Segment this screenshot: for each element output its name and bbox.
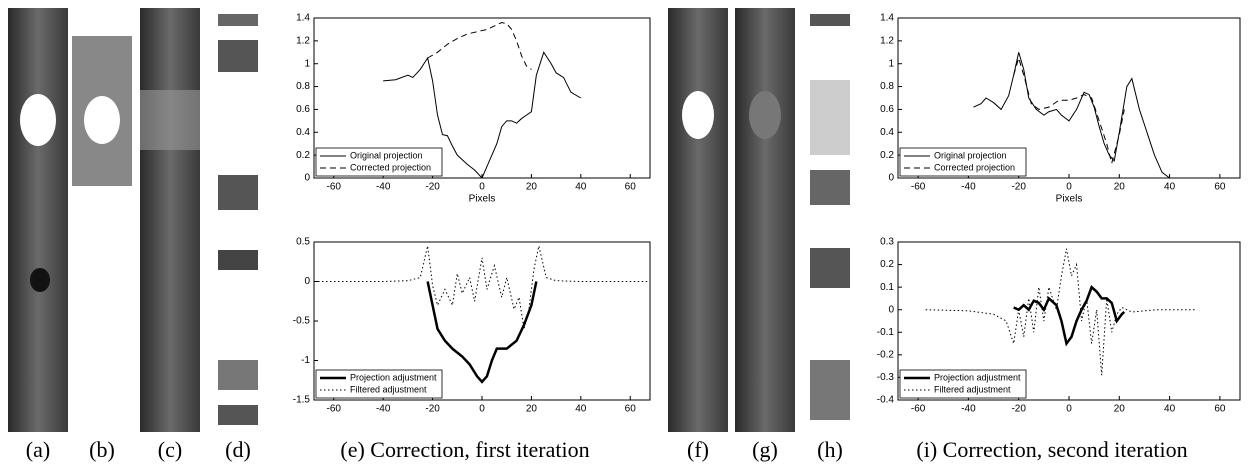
- legend-label: Original projection: [934, 150, 1007, 160]
- y-tick-label: 0.5: [296, 237, 310, 248]
- y-tick-label: 0: [888, 173, 894, 184]
- image-a: [8, 8, 68, 432]
- caption: (f): [687, 437, 709, 462]
- legend-label: Filtered adjustment: [350, 384, 427, 394]
- caption: (d): [225, 437, 251, 462]
- legend-label: Projection adjustment: [350, 372, 437, 382]
- y-tick-label: 0.8: [296, 81, 310, 92]
- x-tick-label: -40: [376, 182, 391, 193]
- x-tick-label: -60: [911, 404, 926, 415]
- caption: (b): [89, 437, 115, 462]
- y-tick-label: 0.8: [880, 81, 894, 92]
- y-tick-label: 1.4: [880, 13, 894, 24]
- legend-box: [315, 369, 443, 399]
- x-tick-label: 60: [1214, 404, 1226, 415]
- legend-label: Projection adjustment: [934, 372, 1021, 382]
- series-line: [426, 281, 538, 384]
- y-tick-label: -1: [301, 355, 310, 366]
- x-tick-label: 60: [625, 404, 637, 415]
- x-tick-label: -40: [961, 182, 976, 193]
- x-axis-label: Pixels: [1056, 194, 1083, 205]
- x-tick-label: 0: [479, 182, 485, 193]
- y-tick-label: 0.2: [880, 259, 894, 270]
- x-tick-label: -40: [961, 404, 976, 415]
- y-tick-label: 0.3: [880, 237, 894, 248]
- y-tick-label: 1.2: [880, 35, 894, 46]
- x-tick-label: -60: [911, 182, 926, 193]
- y-tick-label: -0.1: [877, 327, 895, 338]
- x-tick-label: -20: [425, 182, 440, 193]
- y-tick-label: 0.2: [296, 150, 310, 161]
- x-tick-label: 20: [1114, 182, 1126, 193]
- legend-label: Filtered adjustment: [934, 384, 1011, 394]
- x-tick-label: 40: [1164, 182, 1176, 193]
- y-tick-label: 1.4: [296, 13, 310, 24]
- x-tick-label: 40: [575, 404, 587, 415]
- y-tick-label: 0.4: [880, 127, 894, 138]
- y-tick-label: 1: [304, 58, 310, 69]
- series-line: [925, 248, 1195, 376]
- y-tick-label: -0.3: [877, 372, 895, 383]
- x-tick-label: 60: [1214, 182, 1226, 193]
- caption: (h): [817, 437, 843, 462]
- x-tick-label: 20: [526, 404, 538, 415]
- caption: (e) Correction, first iteration: [340, 437, 589, 462]
- x-tick-label: 20: [526, 182, 538, 193]
- y-tick-label: -0.4: [877, 395, 895, 406]
- image-c: [140, 8, 200, 432]
- y-tick-label: -1.5: [293, 395, 311, 406]
- x-tick-label: -20: [1011, 404, 1026, 415]
- y-tick-label: 0.2: [880, 150, 894, 161]
- legend-box: [899, 147, 1027, 177]
- image-h: [810, 14, 850, 420]
- legend-box: [899, 369, 1027, 399]
- legend-label: Corrected projection: [934, 162, 1015, 172]
- x-tick-label: 60: [625, 182, 637, 193]
- caption: (i) Correction, second iteration: [916, 437, 1187, 462]
- series-line: [314, 245, 650, 330]
- x-axis-label: Pixels: [469, 194, 496, 205]
- legend-box: [315, 147, 443, 177]
- x-tick-label: -20: [425, 404, 440, 415]
- image-b: [72, 36, 132, 186]
- image-g: [735, 8, 795, 432]
- x-tick-label: 0: [1066, 404, 1072, 415]
- x-tick-label: 20: [1114, 404, 1126, 415]
- image-d: [218, 14, 258, 425]
- y-tick-label: 0.6: [296, 104, 310, 115]
- x-tick-label: 40: [1164, 404, 1176, 415]
- series-line: [1013, 56, 1125, 166]
- y-tick-label: -0.2: [877, 349, 895, 360]
- legend-label: Corrected projection: [350, 162, 431, 172]
- x-tick-label: 40: [575, 182, 587, 193]
- y-tick-label: 1.2: [296, 35, 310, 46]
- series-line: [973, 52, 1170, 179]
- x-tick-label: -40: [376, 404, 391, 415]
- y-tick-label: -0.5: [293, 316, 311, 327]
- image-f: [668, 8, 728, 432]
- x-tick-label: 0: [1066, 182, 1072, 193]
- x-tick-label: -60: [327, 182, 342, 193]
- y-tick-label: 0: [304, 276, 310, 287]
- y-tick-label: 0.1: [880, 282, 894, 293]
- caption: (a): [26, 437, 50, 462]
- y-tick-label: 0: [304, 173, 310, 184]
- y-tick-label: 1: [888, 58, 894, 69]
- y-tick-label: 0.6: [880, 104, 894, 115]
- series-line: [427, 22, 532, 70]
- series-line: [383, 51, 582, 179]
- y-tick-label: 0.4: [296, 127, 310, 138]
- legend-label: Original projection: [350, 150, 423, 160]
- caption: (c): [158, 437, 182, 462]
- x-tick-label: -60: [327, 404, 342, 415]
- x-tick-label: -20: [1011, 182, 1026, 193]
- caption: (g): [752, 437, 778, 462]
- y-tick-label: 0: [888, 304, 894, 315]
- series-line: [1013, 284, 1126, 347]
- x-tick-label: 0: [479, 404, 485, 415]
